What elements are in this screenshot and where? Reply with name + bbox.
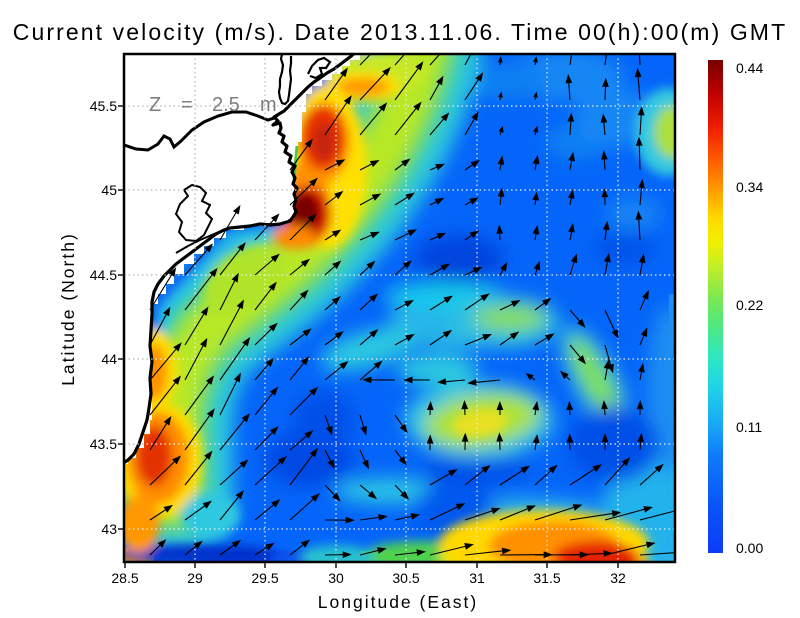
svg-text:28.5: 28.5 xyxy=(111,570,138,586)
svg-text:0.11: 0.11 xyxy=(736,419,762,435)
svg-text:2.5: 2.5 xyxy=(212,94,240,116)
svg-text:45: 45 xyxy=(101,182,117,198)
svg-text:29: 29 xyxy=(187,570,203,586)
svg-text:Longitude (East): Longitude (East) xyxy=(318,592,478,612)
svg-text:0.44: 0.44 xyxy=(736,60,763,76)
svg-text:32: 32 xyxy=(610,570,626,586)
svg-text:30.5: 30.5 xyxy=(392,570,419,586)
svg-text:=: = xyxy=(181,94,193,116)
svg-text:30: 30 xyxy=(328,570,344,586)
svg-text:45.5: 45.5 xyxy=(90,98,117,114)
svg-text:Latitude (North): Latitude (North) xyxy=(58,232,78,386)
svg-text:29.5: 29.5 xyxy=(251,570,278,586)
svg-text:44: 44 xyxy=(101,351,117,367)
svg-text:43: 43 xyxy=(101,521,117,537)
svg-text:Z: Z xyxy=(149,94,161,116)
svg-text:m: m xyxy=(260,94,277,116)
svg-text:31: 31 xyxy=(469,570,485,586)
svg-text:43.5: 43.5 xyxy=(90,436,117,452)
svg-text:Current velocity (m/s). Date 2: Current velocity (m/s). Date 2013.11.06.… xyxy=(13,19,787,45)
svg-text:0.34: 0.34 xyxy=(736,179,763,195)
svg-text:0.00: 0.00 xyxy=(736,540,763,556)
svg-text:0.22: 0.22 xyxy=(736,297,763,313)
svg-text:44.5: 44.5 xyxy=(90,267,117,283)
svg-text:31.5: 31.5 xyxy=(533,570,560,586)
